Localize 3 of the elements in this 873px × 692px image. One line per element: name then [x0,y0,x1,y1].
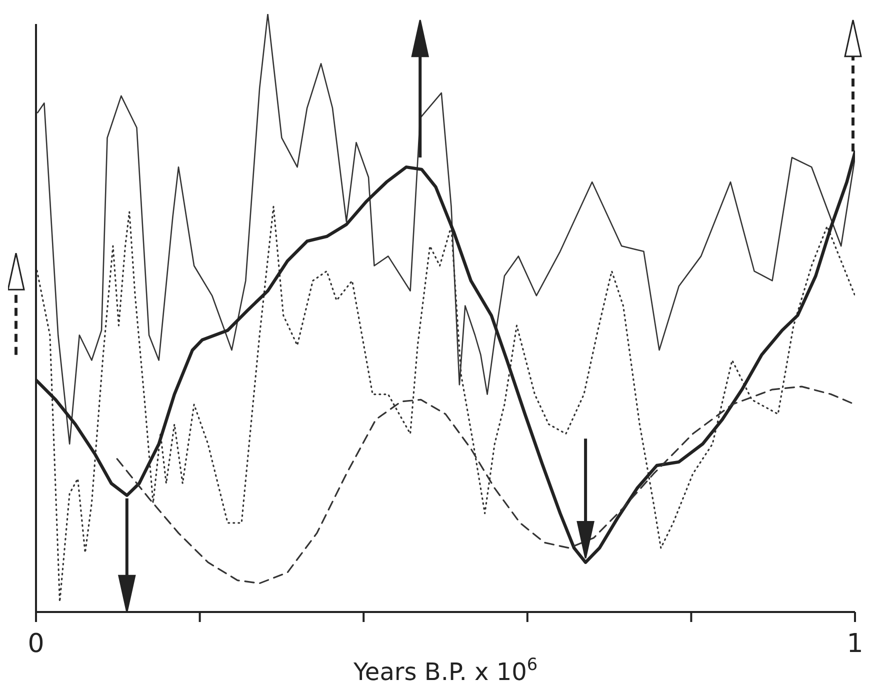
x-tick-label: 1 [846,629,864,659]
x-tick-label: 0 [28,629,44,659]
x-axis-title: Years B.P. x 10$^{6}$ [352,654,538,686]
